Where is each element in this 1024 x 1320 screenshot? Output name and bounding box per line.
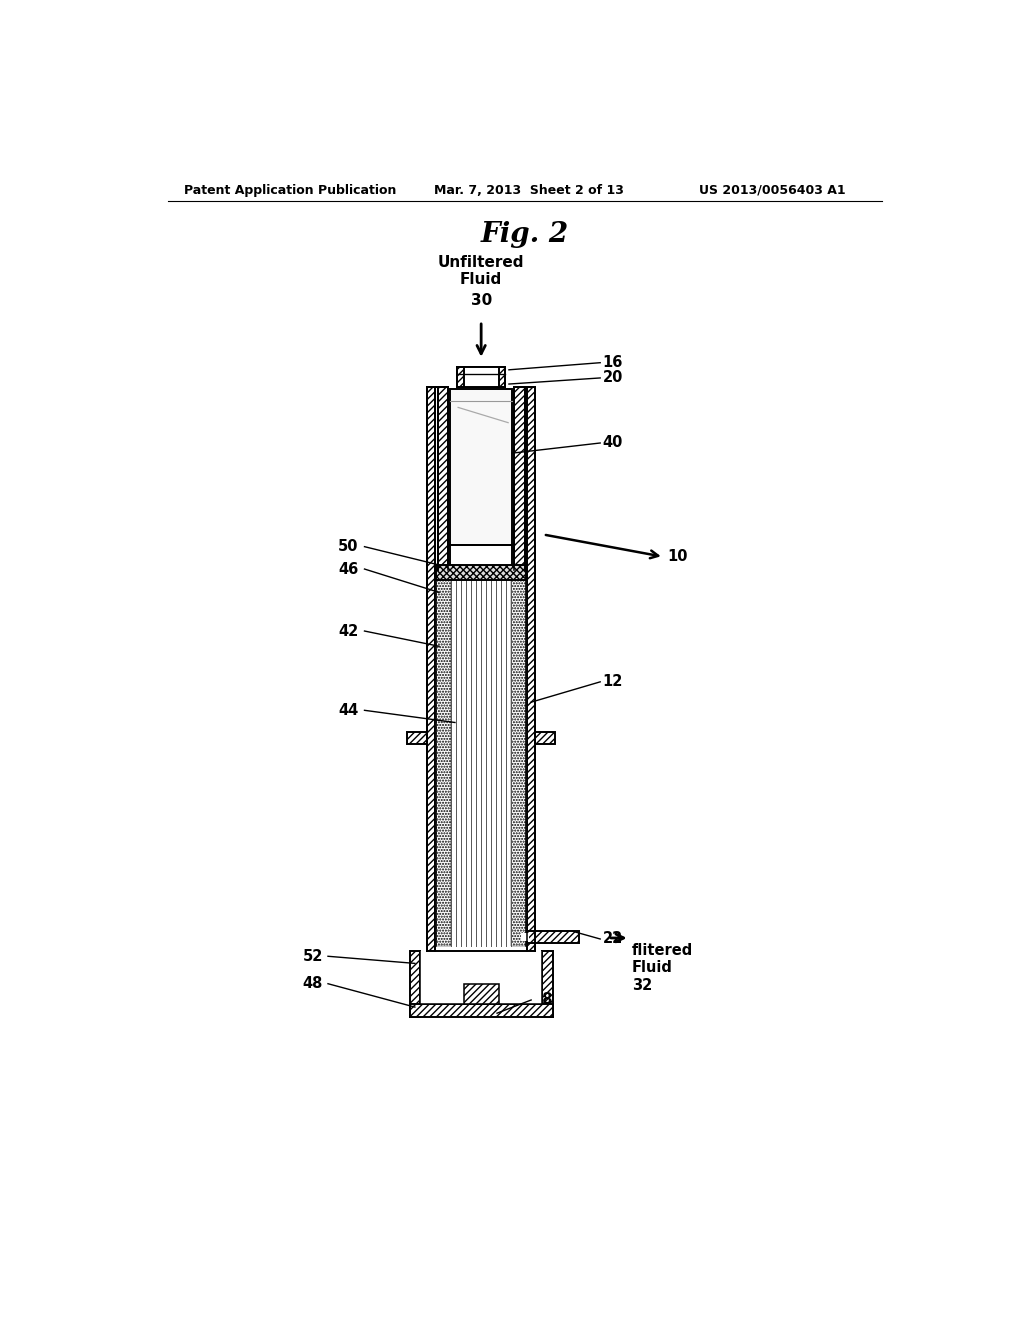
Text: 22: 22 <box>602 932 623 946</box>
Polygon shape <box>527 931 579 942</box>
Text: Mar. 7, 2013  Sheet 2 of 13: Mar. 7, 2013 Sheet 2 of 13 <box>433 183 624 197</box>
Text: 52: 52 <box>303 949 323 964</box>
Polygon shape <box>436 570 451 946</box>
Polygon shape <box>408 731 427 744</box>
Polygon shape <box>435 570 527 946</box>
Polygon shape <box>410 952 420 1018</box>
Text: US 2013/0056403 A1: US 2013/0056403 A1 <box>699 183 846 197</box>
Text: flitered
Fluid: flitered Fluid <box>632 942 693 975</box>
Text: 50: 50 <box>338 539 358 554</box>
Polygon shape <box>437 387 447 570</box>
Polygon shape <box>514 387 524 570</box>
Polygon shape <box>427 387 435 952</box>
Text: 30: 30 <box>470 293 492 308</box>
Polygon shape <box>536 731 555 744</box>
Text: 42: 42 <box>338 623 358 639</box>
Text: 18: 18 <box>532 993 553 1007</box>
Polygon shape <box>543 952 553 1018</box>
Text: 16: 16 <box>602 355 623 370</box>
Polygon shape <box>435 387 527 952</box>
Text: 48: 48 <box>303 977 323 991</box>
Polygon shape <box>451 389 512 545</box>
Text: 20: 20 <box>602 371 623 385</box>
Polygon shape <box>458 367 505 387</box>
Polygon shape <box>464 985 499 1005</box>
Text: Patent Application Publication: Patent Application Publication <box>183 183 396 197</box>
Text: Fig. 2: Fig. 2 <box>480 222 569 248</box>
Polygon shape <box>420 952 543 1005</box>
Polygon shape <box>521 933 528 941</box>
Text: 10: 10 <box>668 549 688 565</box>
Polygon shape <box>527 387 536 952</box>
Text: Unfiltered
Fluid: Unfiltered Fluid <box>438 255 524 288</box>
Text: 32: 32 <box>632 978 652 993</box>
Polygon shape <box>511 570 526 946</box>
Text: 44: 44 <box>338 702 358 718</box>
Text: 40: 40 <box>602 436 623 450</box>
Text: 12: 12 <box>602 675 623 689</box>
Polygon shape <box>464 367 499 387</box>
Polygon shape <box>436 565 526 581</box>
Text: 46: 46 <box>338 561 358 577</box>
Polygon shape <box>410 1005 553 1018</box>
